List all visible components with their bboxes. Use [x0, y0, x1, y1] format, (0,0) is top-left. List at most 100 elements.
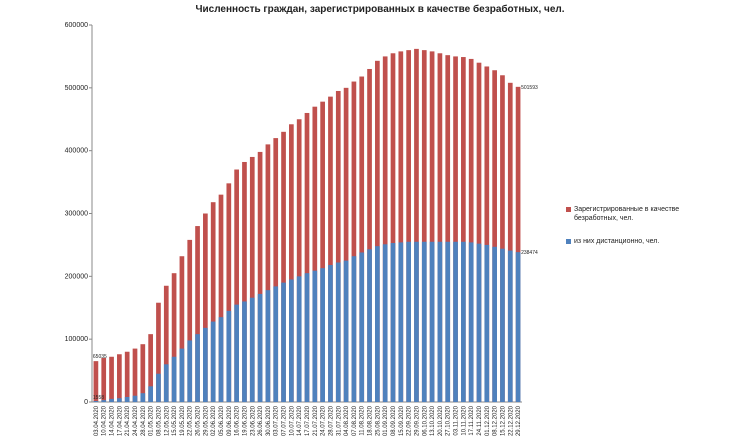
bar	[515, 252, 521, 402]
bar	[359, 76, 365, 403]
chart-title: Численность граждан, зарегистрированных …	[195, 3, 564, 15]
x-tick-label: 08.05.2020	[156, 405, 162, 436]
bar	[226, 183, 232, 402]
x-tick-label: 08.09.2020	[391, 405, 397, 436]
x-tick-label: 01.12.2020	[485, 405, 491, 436]
bar	[507, 250, 513, 402]
bar	[304, 273, 310, 402]
bar	[249, 297, 255, 402]
bar	[312, 270, 318, 402]
x-tick-label: 31.07.2020	[336, 405, 342, 436]
x-tick-label: 10.11.2020	[461, 405, 467, 435]
bar	[265, 144, 271, 402]
y-tick-label: 100000	[65, 336, 88, 343]
bar	[367, 249, 372, 402]
y-tick-label: 500000	[65, 85, 88, 92]
bar	[304, 112, 310, 402]
x-tick-label: 14.04.2020	[110, 405, 116, 436]
bar	[281, 282, 286, 402]
bar	[390, 53, 396, 403]
bar	[210, 202, 216, 402]
bar	[375, 246, 380, 402]
x-tick-label: 07.07.2020	[282, 405, 288, 436]
x-tick-label: 25.08.2020	[375, 405, 381, 436]
bar	[468, 58, 474, 403]
x-tick-label: 07.08.2020	[352, 405, 358, 436]
bar	[515, 86, 521, 402]
bar	[320, 101, 325, 402]
bar	[445, 241, 451, 402]
bar	[140, 393, 146, 402]
bar	[382, 244, 388, 402]
legend-item: Зарегистрированные в качестве безработны…	[566, 205, 686, 224]
bar	[234, 304, 239, 402]
x-tick-label: 10.04.2020	[102, 405, 108, 436]
bar	[226, 310, 232, 402]
x-tick-label: 08.12.2020	[493, 405, 499, 436]
bar	[320, 268, 325, 402]
x-tick-label: 19.05.2020	[180, 405, 186, 436]
bar	[453, 56, 458, 403]
bar	[242, 301, 247, 402]
x-tick-label: 29.09.2020	[414, 405, 420, 436]
x-tick-label: 23.06.2020	[250, 405, 256, 436]
x-tick-label: 15.09.2020	[399, 405, 405, 436]
bar	[359, 252, 365, 402]
bar	[421, 241, 427, 402]
bar	[148, 386, 153, 402]
bar	[476, 62, 482, 402]
bar	[445, 55, 451, 402]
bar	[203, 213, 208, 402]
bar	[179, 348, 185, 402]
bar	[382, 56, 388, 403]
bar	[335, 262, 341, 402]
bar	[273, 138, 279, 402]
legend-swatch	[566, 239, 571, 244]
bar	[195, 334, 200, 402]
bar	[109, 398, 114, 402]
bar	[210, 321, 216, 402]
bar	[148, 334, 153, 402]
bar	[328, 96, 333, 402]
x-tick-label: 11.08.2020	[360, 405, 366, 435]
bar	[117, 398, 122, 402]
bar	[296, 276, 302, 402]
y-tick-label: 0	[84, 399, 88, 406]
bar	[500, 248, 505, 402]
x-tick-label: 28.04.2020	[141, 405, 147, 436]
x-tick-label: 21.04.2020	[125, 405, 131, 436]
bar	[429, 51, 435, 402]
x-tick-label: 30.06.2020	[266, 405, 272, 436]
bar	[492, 70, 497, 403]
bar	[163, 285, 169, 402]
x-tick-label: 01.05.2020	[149, 405, 155, 436]
bar	[375, 60, 380, 402]
data-label: 1558	[93, 395, 104, 401]
bar	[257, 293, 263, 402]
legend-label: из них дистанционно, чел.	[574, 238, 660, 245]
bar	[249, 156, 255, 402]
bar	[281, 131, 286, 403]
x-tick-label: 17.07.2020	[305, 405, 311, 436]
x-tick-label: 01.09.2020	[383, 405, 389, 436]
bar	[406, 50, 411, 403]
x-tick-label: 24.11.2020	[477, 405, 483, 435]
x-tick-label: 17.11.2020	[469, 405, 475, 435]
bar	[257, 151, 263, 402]
bar	[461, 241, 466, 402]
x-tick-label: 21.07.2020	[313, 405, 319, 436]
x-tick-label: 05.06.2020	[219, 405, 225, 436]
bar	[390, 243, 396, 402]
bar	[93, 401, 99, 402]
bar	[398, 242, 404, 402]
x-tick-label: 13.10.2020	[430, 405, 436, 436]
bar	[296, 119, 302, 402]
bar	[124, 351, 130, 402]
bar	[437, 53, 443, 403]
bar	[398, 51, 404, 402]
bar	[163, 364, 169, 402]
x-tick-label: 14.07.2020	[297, 405, 303, 436]
bar	[195, 226, 200, 402]
bar	[406, 241, 411, 402]
